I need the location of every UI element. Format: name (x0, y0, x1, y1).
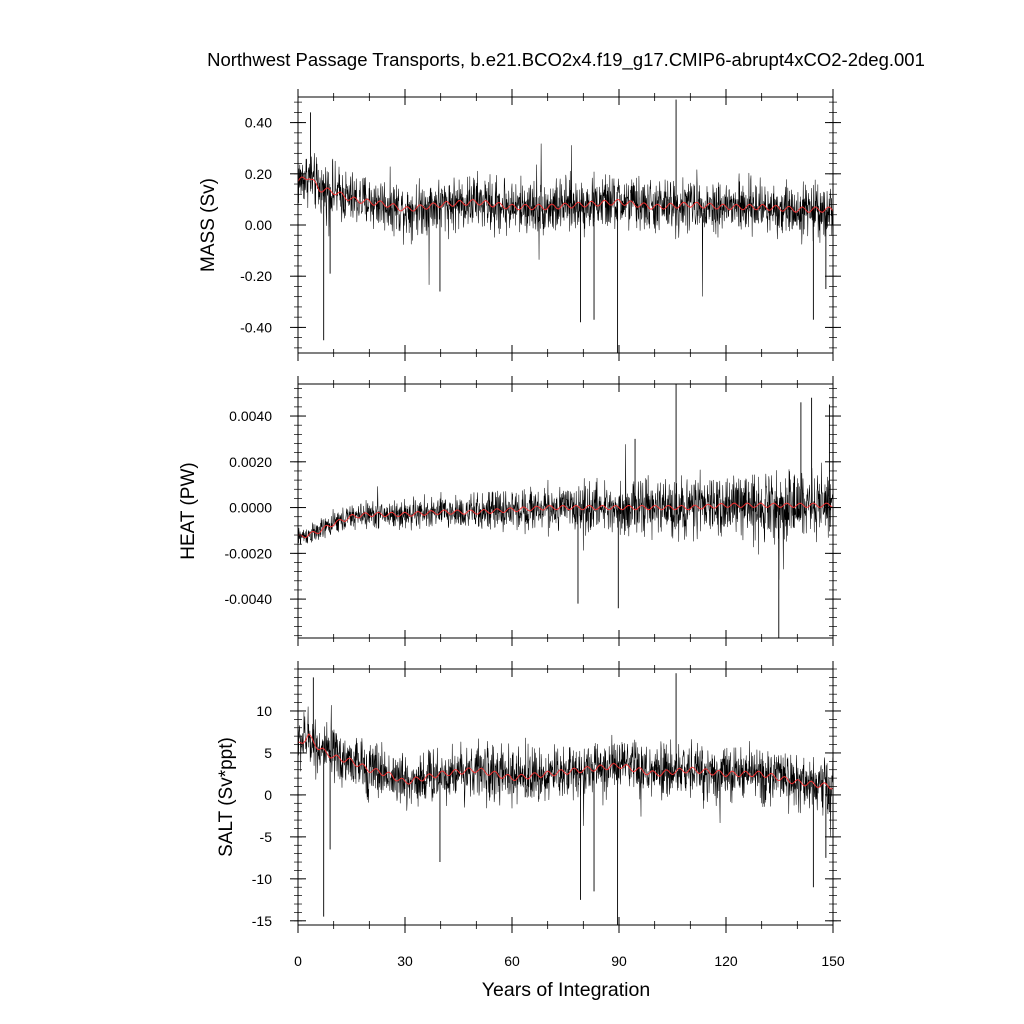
salt-y-tick-label: 5 (264, 745, 272, 761)
heat-marks (297, 384, 834, 638)
heat-y-tick-label: 0.0020 (229, 454, 272, 470)
x-tick-label: 90 (611, 953, 627, 969)
panel-heat: 0.0040 0.0020 0.0000 -0.0020 -0.0040 HEA… (178, 376, 841, 646)
salt-x-ticks (297, 661, 834, 933)
salt-y-tick-label: -5 (260, 829, 273, 845)
mass-y-tick-label: 0.40 (245, 115, 272, 131)
x-tick-labels: 0 30 60 90 120 150 (294, 953, 845, 969)
heat-annual-mean-line (297, 502, 834, 539)
mass-y-tick-label: -0.40 (240, 319, 272, 335)
salt-y-ticks: 10 5 0 -5 -10 -15 (252, 668, 841, 929)
salt-y-axis-label: SALT (Sv*ppt) (216, 737, 237, 857)
heat-y-tick-label: 0.0040 (229, 408, 272, 424)
heat-y-tick-label: -0.0020 (225, 545, 273, 561)
heat-y-axis-label: HEAT (PW) (178, 462, 199, 559)
x-tick-label: 0 (294, 953, 302, 969)
x-tick-label: 120 (714, 953, 738, 969)
salt-y-tick-label: -10 (252, 871, 272, 887)
heat-y-tick-label: 0.0000 (229, 500, 272, 516)
heat-frame (297, 383, 834, 639)
mass-annual-mean-line (297, 176, 834, 213)
x-tick-label: 150 (821, 953, 845, 969)
mass-y-ticks: 0.40 0.20 0.00 -0.20 -0.40 (240, 101, 841, 349)
salt-marks (297, 673, 834, 925)
salt-y-tick-label: 0 (264, 787, 272, 803)
mass-y-tick-label: 0.20 (245, 166, 272, 182)
mass-y-tick-label: -0.20 (240, 268, 272, 284)
mass-y-tick-label: 0.00 (245, 217, 272, 233)
salt-annual-mean-line (297, 733, 834, 790)
salt-frame (297, 668, 834, 926)
heat-y-ticks: 0.0040 0.0020 0.0000 -0.0020 -0.0040 (225, 388, 841, 637)
x-tick-label: 30 (397, 953, 413, 969)
salt-y-tick-label: 10 (256, 703, 272, 719)
heat-x-ticks (297, 376, 834, 646)
salt-monthly-line (297, 705, 834, 837)
heat-monthly-line (297, 444, 834, 580)
heat-y-tick-label: -0.0040 (225, 591, 273, 607)
salt-y-tick-label: -15 (252, 913, 272, 929)
mass-monthly-line (297, 143, 834, 297)
x-tick-label: 60 (504, 953, 520, 969)
chart-title: Northwest Passage Transports, b.e21.BCO2… (207, 49, 925, 71)
mass-y-axis-label: MASS (Sv) (198, 178, 219, 272)
x-axis-label: Years of Integration (482, 979, 650, 1001)
panel-salt: 10 5 0 -5 -10 -15 SALT (Sv*ppt) (216, 661, 841, 933)
panel-mass: 0.40 0.20 0.00 -0.20 -0.40 MASS (Sv) (198, 89, 841, 361)
